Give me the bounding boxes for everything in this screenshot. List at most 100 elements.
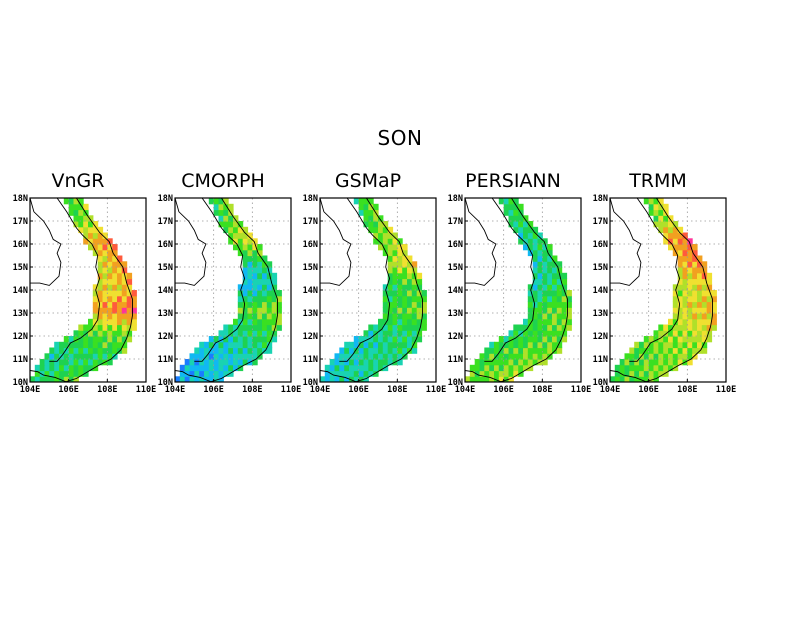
grid-cell (112, 290, 118, 297)
grid-cell (682, 290, 688, 297)
grid-cell (397, 295, 403, 303)
grid-cell (131, 318, 137, 326)
grid-cell (59, 370, 65, 377)
grid-cell (363, 347, 369, 354)
grid-cell (561, 301, 568, 308)
grid-cell (83, 203, 89, 211)
grid-cell (247, 244, 253, 251)
grid-cell (672, 244, 679, 251)
grid-cell (223, 215, 229, 222)
lat-tick-label: 15N (593, 263, 608, 273)
grid-cell (402, 336, 408, 343)
grid-cell (469, 370, 476, 377)
grid-cell (687, 290, 693, 297)
lon-tick-label: 106E (58, 385, 78, 395)
grid-cell (218, 370, 224, 377)
grid-cell (83, 215, 89, 222)
grid-cell (653, 198, 659, 205)
grid-cell (378, 226, 384, 234)
grid-cell (233, 341, 239, 349)
grid-cell (513, 226, 519, 234)
lat-tick-label: 18N (158, 194, 173, 204)
grid-cell (663, 221, 669, 228)
grid-cell (672, 336, 679, 343)
grid-cell (547, 272, 553, 280)
grid-cell (121, 341, 128, 349)
grid-cell (92, 318, 99, 326)
grid-cell (701, 284, 708, 291)
grid-cell (242, 359, 249, 366)
grid-cell (692, 284, 698, 291)
lon-tick-label: 108E (97, 385, 117, 395)
grid-cell (117, 324, 123, 331)
grid-cell (556, 278, 563, 285)
grid-cell (643, 341, 650, 349)
grid-cell (112, 313, 118, 320)
grid-cell (542, 359, 548, 366)
lat-tick-label: 12N (158, 332, 173, 342)
grid-cell (228, 226, 234, 234)
grid-cell (498, 376, 505, 382)
lon-tick-label: 108E (387, 385, 407, 395)
panel-title: GSMaP (334, 170, 402, 192)
grid-cell (523, 324, 529, 331)
grid-cell (126, 330, 133, 337)
grid-cell (237, 226, 244, 234)
grid-cell (629, 376, 635, 382)
grid-cell (131, 324, 137, 331)
grid-cell (542, 284, 548, 291)
grid-cell (542, 295, 548, 303)
grid-cell (672, 318, 679, 326)
grid-cell (697, 278, 703, 285)
grid-cell (411, 272, 418, 280)
grid-cell (706, 324, 713, 331)
grid-cell (672, 353, 679, 360)
grid-cell (78, 324, 84, 331)
grid-cell (672, 238, 679, 245)
grid-cell (672, 249, 679, 257)
grid-cell (532, 278, 539, 285)
grid-cell (503, 209, 510, 216)
grid-cell (387, 284, 394, 291)
grid-cell (73, 353, 79, 360)
grid-cell (503, 376, 510, 382)
grid-cell (527, 226, 534, 234)
grid-cell (523, 238, 529, 245)
grid-cell (658, 341, 664, 349)
grid-cell (237, 295, 244, 303)
grid-cell (687, 307, 693, 314)
grid-cell (228, 203, 234, 211)
grid-cell (218, 209, 224, 216)
grid-cell (697, 255, 703, 262)
grid-cell (537, 278, 543, 285)
grid-cell (117, 295, 123, 303)
grid-cell (677, 238, 684, 245)
grid-cell (73, 341, 79, 349)
grid-cell (112, 301, 118, 308)
panel-title: CMORPH (181, 170, 265, 192)
grid-cell (382, 290, 389, 297)
grid-cell (228, 359, 234, 366)
coastline (30, 198, 62, 286)
grid-cell (97, 295, 104, 303)
grid-cell (68, 376, 75, 382)
grid-cell (494, 341, 500, 349)
grid-cell (242, 238, 249, 245)
grid-cell (88, 238, 94, 245)
grid-cell (199, 376, 205, 382)
grid-cell (532, 238, 539, 245)
grid-cell (402, 272, 408, 280)
grid-cell (474, 364, 481, 372)
grid-cell (658, 215, 664, 222)
grid-cell (677, 359, 684, 366)
grid-cell (266, 347, 273, 354)
grid-cell (368, 203, 374, 211)
grid-cell (92, 313, 99, 320)
grid-cell (117, 278, 123, 285)
grid-cell (68, 347, 75, 354)
grid-cell (682, 301, 688, 308)
grid-cell (131, 307, 137, 314)
grid-cell (508, 215, 514, 222)
grid-cell (537, 341, 543, 349)
grid-cell (339, 353, 345, 360)
